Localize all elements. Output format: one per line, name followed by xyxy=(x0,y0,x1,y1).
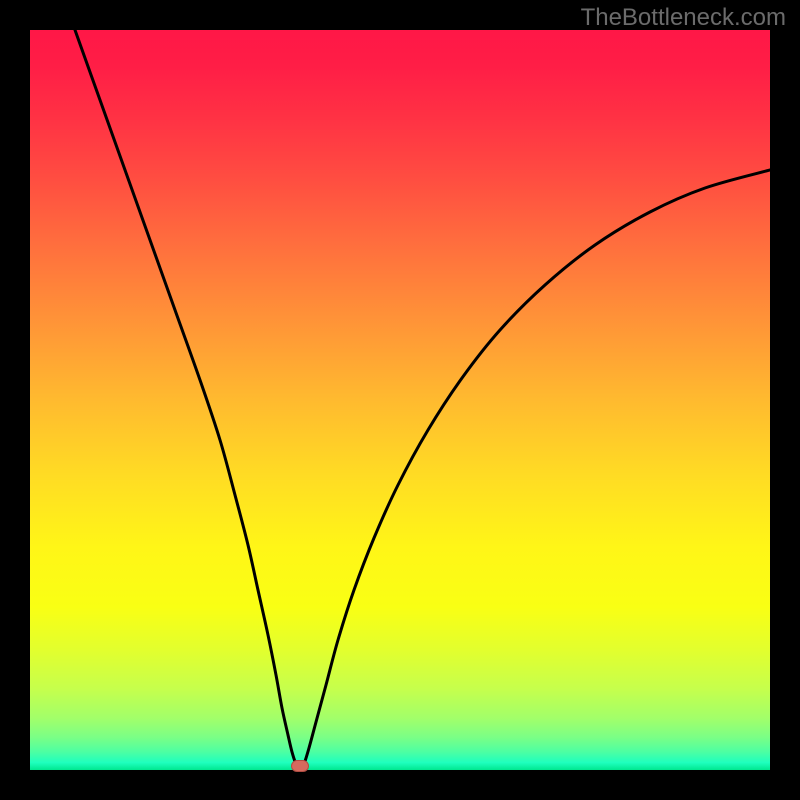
bottleneck-curve xyxy=(30,30,770,770)
chart-frame: TheBottleneck.com xyxy=(0,0,800,800)
watermark-text: TheBottleneck.com xyxy=(581,4,786,32)
minimum-marker xyxy=(291,760,309,772)
plot-area xyxy=(30,30,770,770)
